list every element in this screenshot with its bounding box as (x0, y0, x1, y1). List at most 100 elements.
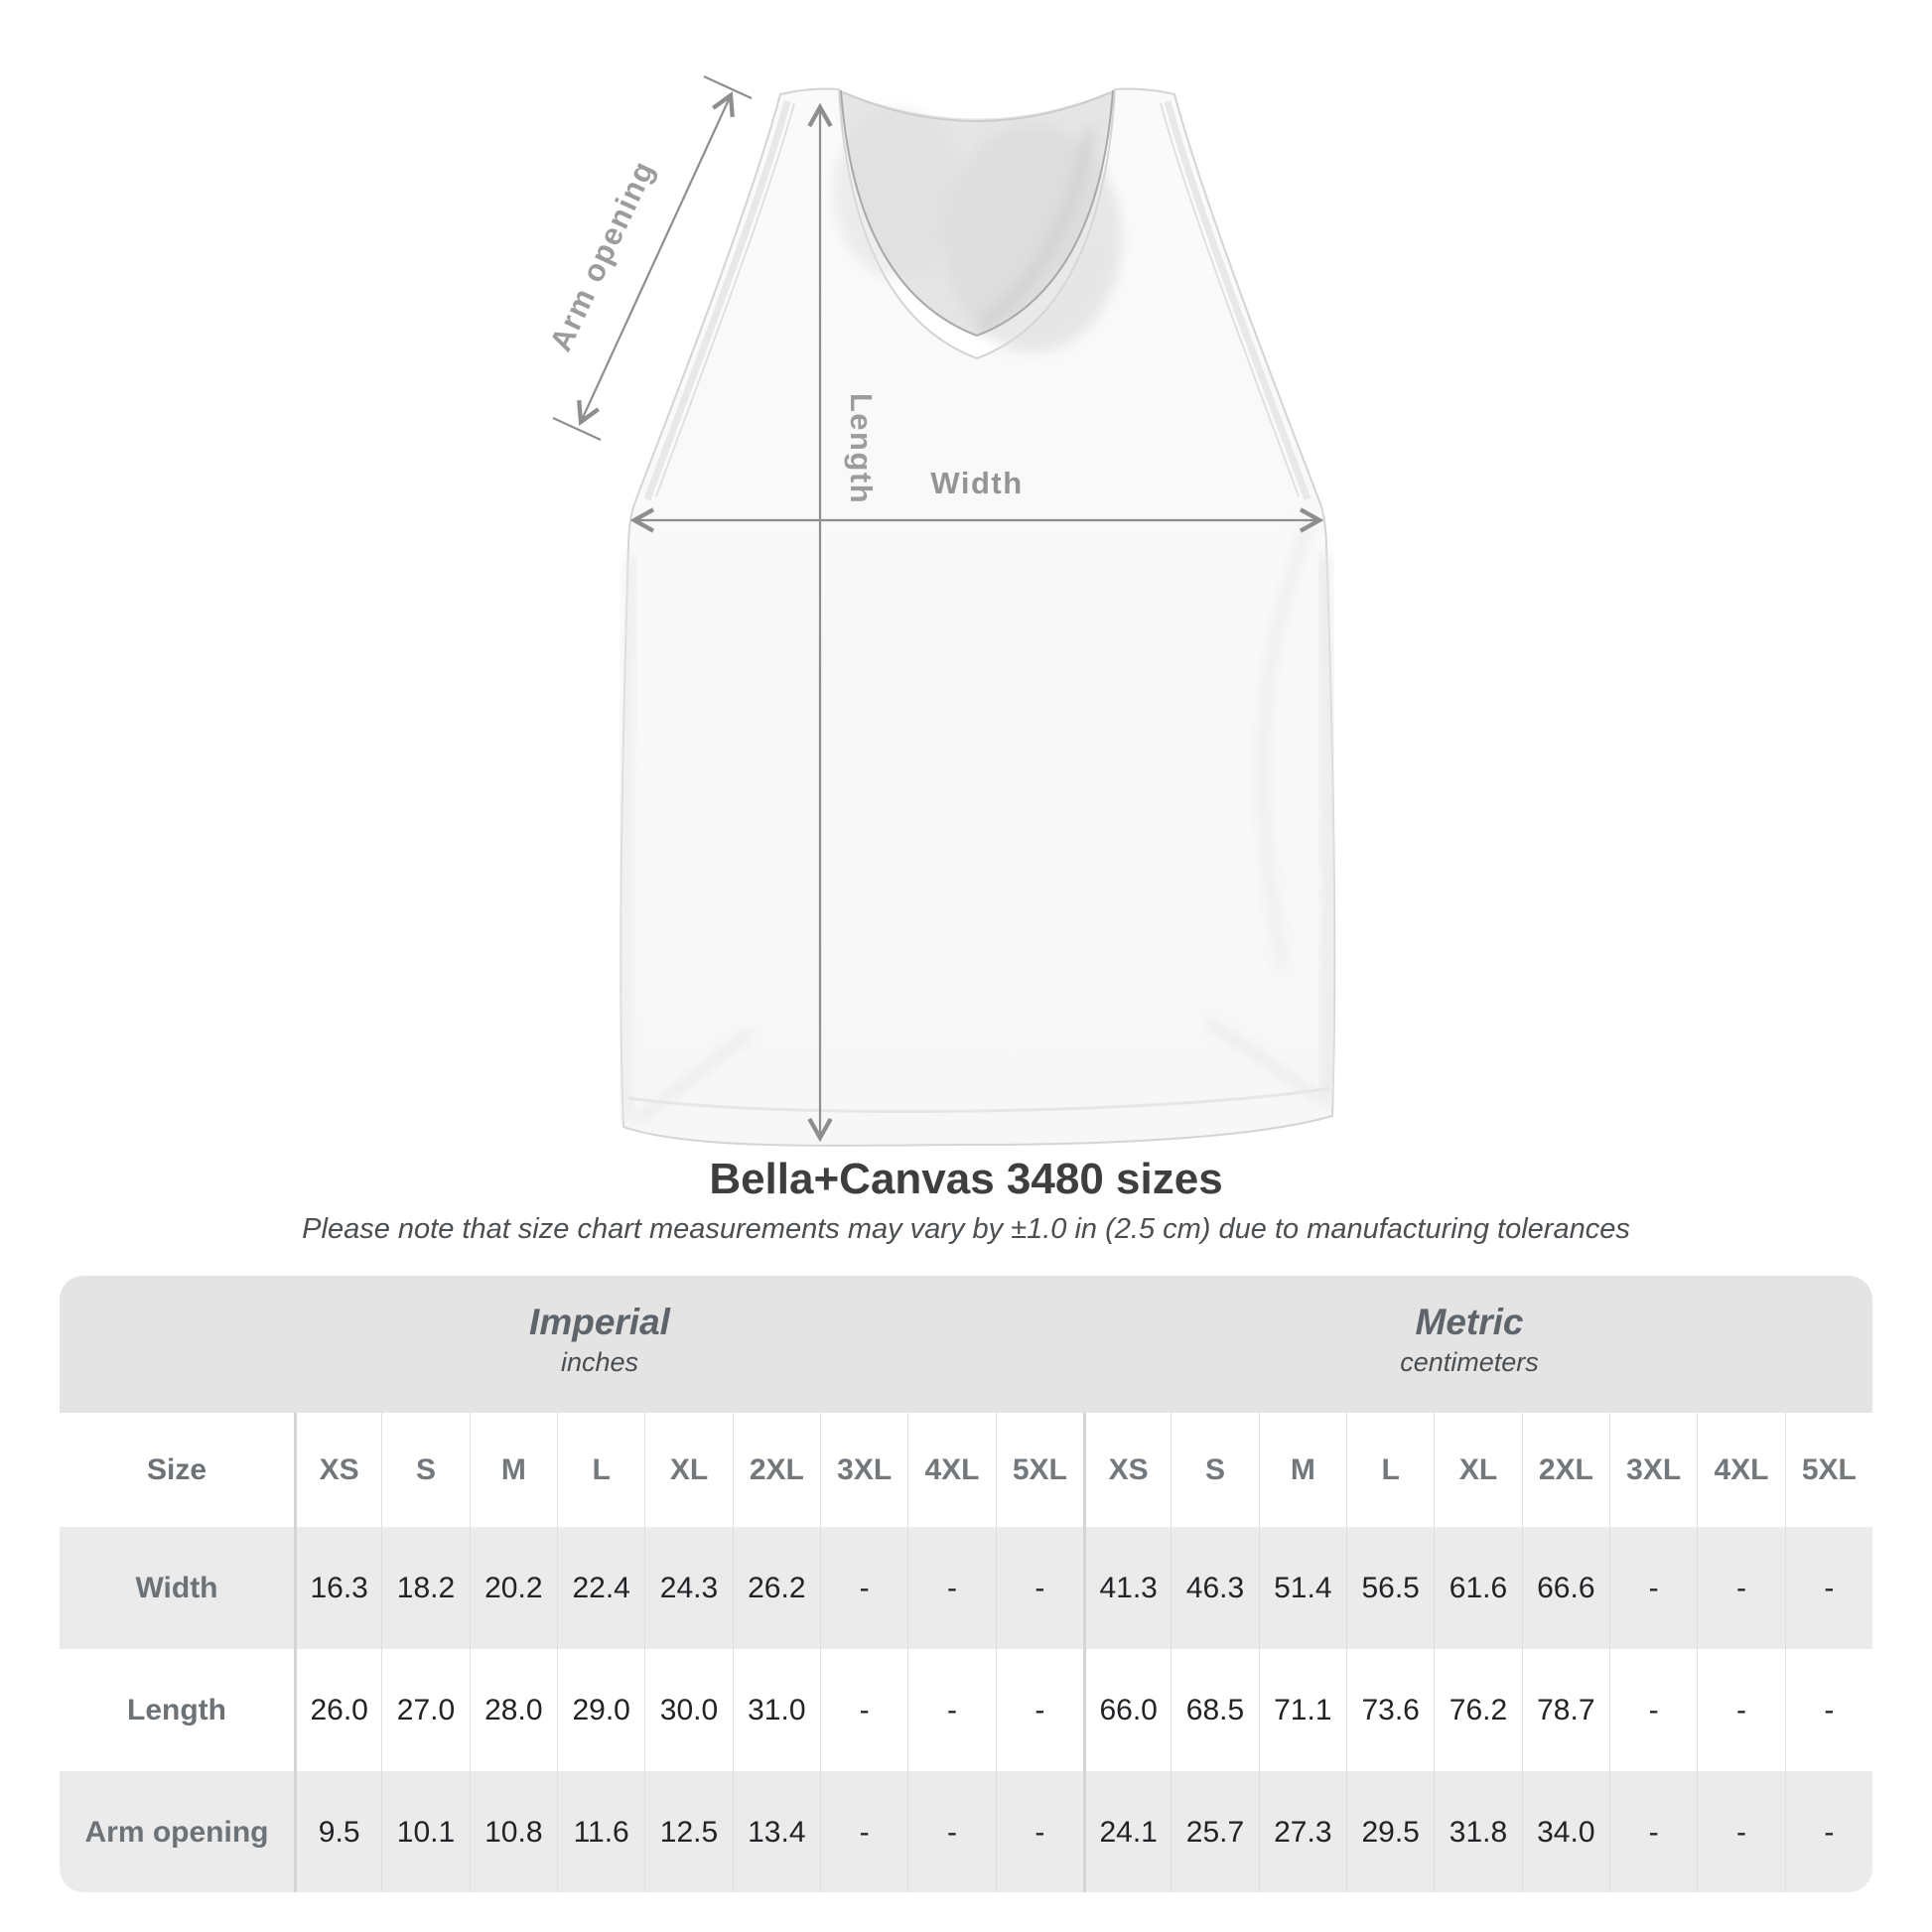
cell-metric: - (1784, 1649, 1872, 1771)
cell-imperial: 31.0 (732, 1649, 820, 1771)
cell-metric: 25.7 (1171, 1771, 1258, 1892)
fabric-shading (634, 1029, 754, 1124)
cell-imperial: - (820, 1771, 907, 1892)
neck-shading (943, 124, 1122, 352)
fabric-shading (1318, 555, 1334, 1105)
imperial-sublabel: inches (560, 1347, 639, 1378)
tank-top-diagram: Arm opening Length Width (543, 75, 1336, 1147)
size-col-header: 5XL (1784, 1413, 1872, 1527)
size-col-header: 3XL (820, 1413, 907, 1527)
fabric-shading (620, 555, 636, 1121)
size-col-header: 3XL (1609, 1413, 1697, 1527)
metric-sublabel: centimeters (1400, 1347, 1539, 1378)
neck-shading (976, 128, 1095, 333)
length-label: Length (844, 393, 879, 504)
armhole-seam-right (1160, 102, 1300, 497)
cell-imperial: - (995, 1527, 1083, 1649)
row-label: Arm opening (84, 1815, 269, 1849)
cell-metric: - (1784, 1771, 1872, 1892)
cell-imperial: 30.0 (644, 1649, 732, 1771)
armhole-binding-right (1164, 100, 1311, 501)
table-row: Length 26.0 27.0 28.0 29.0 30.0 31.0- - -66.0 68.… (60, 1649, 1872, 1771)
cell-metric: 66.0 (1083, 1649, 1171, 1771)
size-chart-body: Width 16.3 18.2 20.2 22.4 24.3 26.2- - -41.3 46.3… (60, 1527, 1872, 1892)
hem-stitch (627, 1086, 1331, 1113)
size-col-header: XS (1083, 1413, 1171, 1527)
size-col-header: 2XL (1521, 1413, 1609, 1527)
cell-metric: 51.4 (1258, 1527, 1346, 1649)
cell-imperial: 12.5 (644, 1771, 732, 1892)
size-col-header: M (1258, 1413, 1346, 1527)
arm-opening-tick-top (703, 75, 753, 99)
page-subtitle: Please note that size chart measurements… (302, 1213, 1630, 1245)
cell-imperial: - (995, 1771, 1083, 1892)
neck-shading (834, 109, 963, 278)
size-col-header: 5XL (995, 1413, 1083, 1527)
size-col-header: XL (644, 1413, 732, 1527)
table-row: Width 16.3 18.2 20.2 22.4 24.3 26.2- - -41.3 46.3… (60, 1527, 1872, 1649)
unit-header-band: Imperial inches Metric centimeters (60, 1276, 1872, 1413)
cell-imperial: 10.1 (381, 1771, 469, 1892)
cell-metric: 71.1 (1258, 1649, 1346, 1771)
cell-metric: 76.2 (1434, 1649, 1521, 1771)
unit-group-metric: Metric centimeters (1400, 1300, 1539, 1380)
cell-metric: 61.6 (1434, 1527, 1521, 1649)
size-col-header: 4XL (907, 1413, 995, 1527)
cell-imperial: - (907, 1771, 995, 1892)
cell-imperial: 24.3 (644, 1527, 732, 1649)
size-column-header: Size (146, 1452, 207, 1486)
metric-label: Metric (1415, 1302, 1524, 1342)
cell-imperial: 26.2 (732, 1527, 820, 1649)
cell-imperial: - (820, 1527, 907, 1649)
cell-imperial: 16.3 (294, 1527, 381, 1649)
cell-metric: 27.3 (1258, 1771, 1346, 1892)
cell-metric: 34.0 (1521, 1771, 1609, 1892)
size-col-header: XS (294, 1413, 381, 1527)
cell-imperial: 22.4 (557, 1527, 644, 1649)
page-title: Bella+Canvas 3480 sizes (709, 1155, 1223, 1203)
cell-metric: 41.3 (1083, 1527, 1171, 1649)
cell-imperial: - (995, 1649, 1083, 1771)
cell-metric: 31.8 (1434, 1771, 1521, 1892)
cell-imperial: - (820, 1649, 907, 1771)
measurement-lines (552, 75, 1324, 1143)
cell-metric: - (1609, 1649, 1697, 1771)
size-col-header: 2XL (732, 1413, 820, 1527)
cell-metric: 46.3 (1171, 1527, 1258, 1649)
size-col-header: M (469, 1413, 557, 1527)
cell-imperial: 26.0 (294, 1649, 381, 1771)
cell-imperial: 18.2 (381, 1527, 469, 1649)
imperial-label: Imperial (529, 1302, 670, 1342)
fabric-shading (1256, 518, 1316, 970)
cell-metric: 29.5 (1346, 1771, 1434, 1892)
size-col-header: S (1171, 1413, 1258, 1527)
cell-imperial: - (907, 1649, 995, 1771)
cell-metric: 66.6 (1521, 1527, 1609, 1649)
cell-metric: - (1697, 1771, 1784, 1892)
cell-imperial: 10.8 (469, 1771, 557, 1892)
cell-metric: - (1784, 1527, 1872, 1649)
front-neck-seam (840, 89, 1114, 338)
size-chart-table: Imperial inches Metric centimeters Size … (60, 1276, 1872, 1892)
arm-opening-label: Arm opening (543, 155, 661, 356)
arm-opening-arrow (577, 91, 735, 426)
size-col-header: L (557, 1413, 644, 1527)
cell-metric: 68.5 (1171, 1649, 1258, 1771)
cell-imperial: 13.4 (732, 1771, 820, 1892)
arm-opening-tick-bottom (552, 417, 602, 441)
size-col-header: XL (1434, 1413, 1521, 1527)
back-neck-edge (842, 91, 1112, 122)
unit-group-imperial: Imperial inches (529, 1300, 670, 1380)
cell-imperial: 29.0 (557, 1649, 644, 1771)
cell-imperial: 28.0 (469, 1649, 557, 1771)
cell-metric: - (1609, 1771, 1697, 1892)
cell-imperial: 11.6 (557, 1771, 644, 1892)
cell-imperial: - (907, 1527, 995, 1649)
row-label: Width (135, 1571, 218, 1604)
cell-metric: - (1697, 1649, 1784, 1771)
cell-metric: 78.7 (1521, 1649, 1609, 1771)
table-row: Arm opening 9.5 10.1 10.8 11.6 12.5 13.4- - -24.… (60, 1771, 1872, 1892)
cell-metric: - (1697, 1527, 1784, 1649)
width-label: Width (930, 466, 1023, 500)
size-header-row: Size XS S M L XL 2XL 3XL 4XL 5XL XS S M L XL 2XL 3XL 4XL… (60, 1413, 1872, 1527)
